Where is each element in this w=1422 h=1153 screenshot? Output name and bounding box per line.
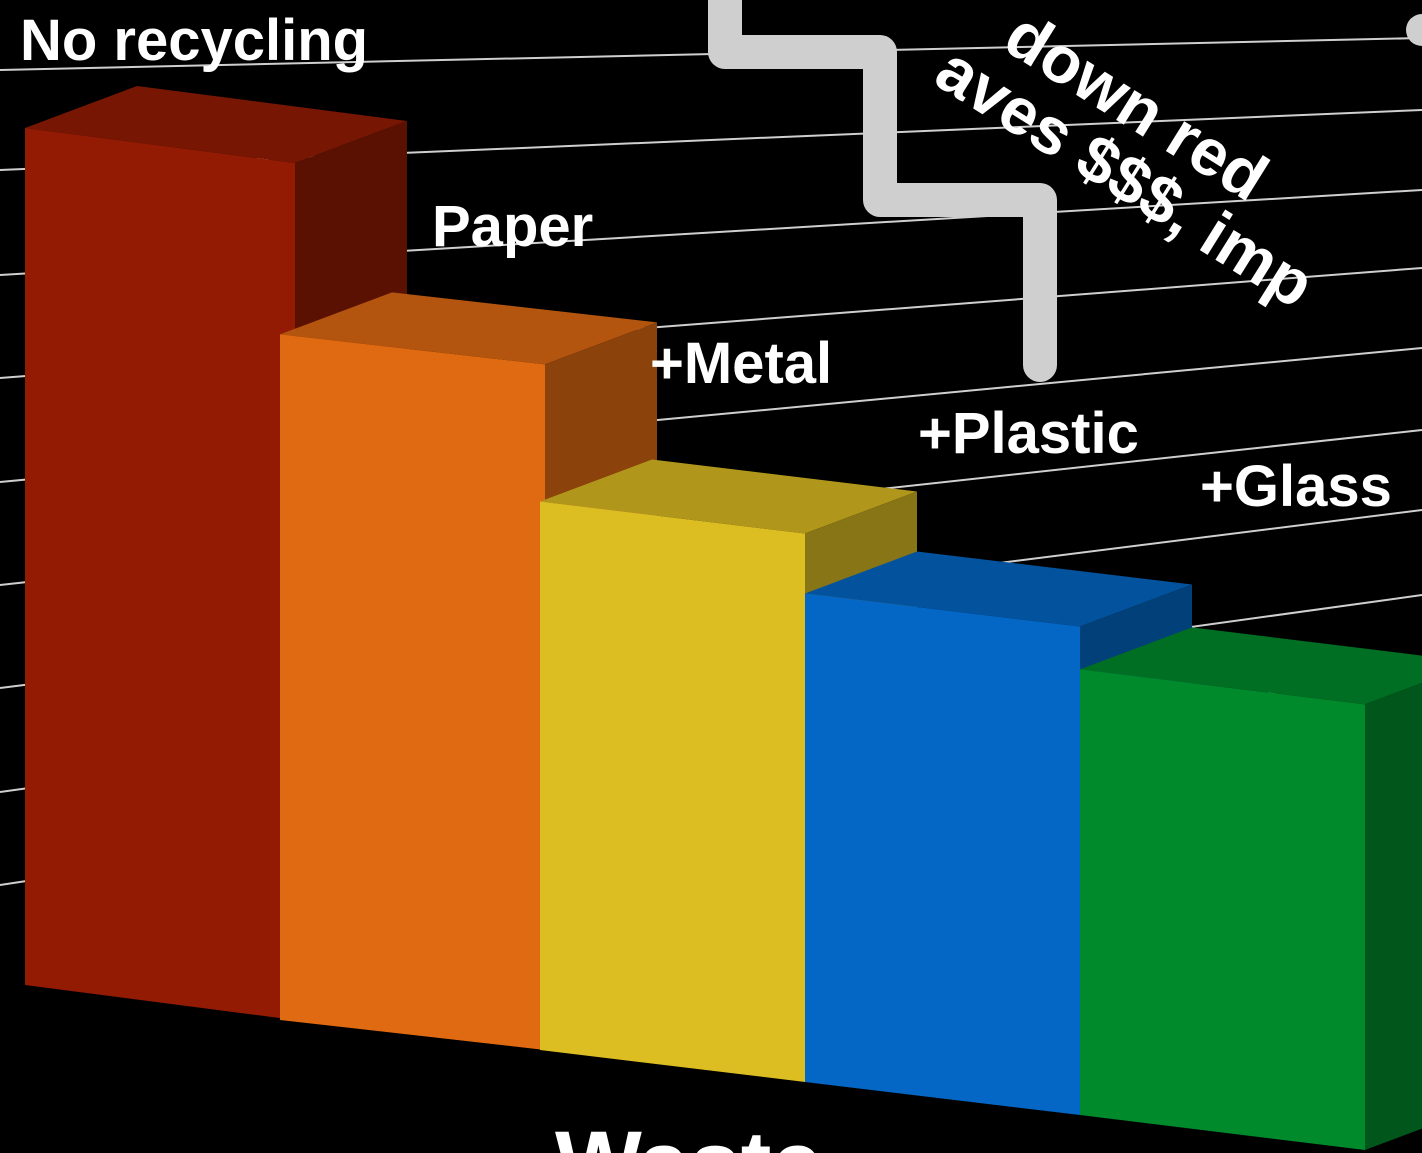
bar-label-glass: +Glass	[1200, 454, 1392, 519]
bar-top-2	[540, 459, 917, 534]
bar-label-metal: +Metal	[650, 331, 833, 396]
bar-label-no-recycling: No recycling	[20, 8, 369, 73]
bar-side-4	[1365, 682, 1422, 1150]
bar-label-plastic: +Plastic	[918, 401, 1139, 466]
x-axis-title: Waste	[555, 1118, 823, 1153]
bar-top-0	[25, 86, 407, 163]
bar-top-4	[1080, 627, 1422, 705]
trend-arrow-icon	[708, 0, 1057, 382]
bar-top-1	[280, 292, 657, 365]
bar-front-0	[25, 128, 295, 1020]
bar-front-2	[540, 501, 805, 1082]
bar-front-3	[805, 593, 1080, 1115]
bar-top-3	[805, 551, 1192, 627]
bar-label-paper: Paper	[432, 194, 594, 259]
bar-front-1	[280, 334, 545, 1050]
bar-front-4	[1080, 669, 1365, 1150]
arrow-end-icon	[1406, 14, 1422, 46]
